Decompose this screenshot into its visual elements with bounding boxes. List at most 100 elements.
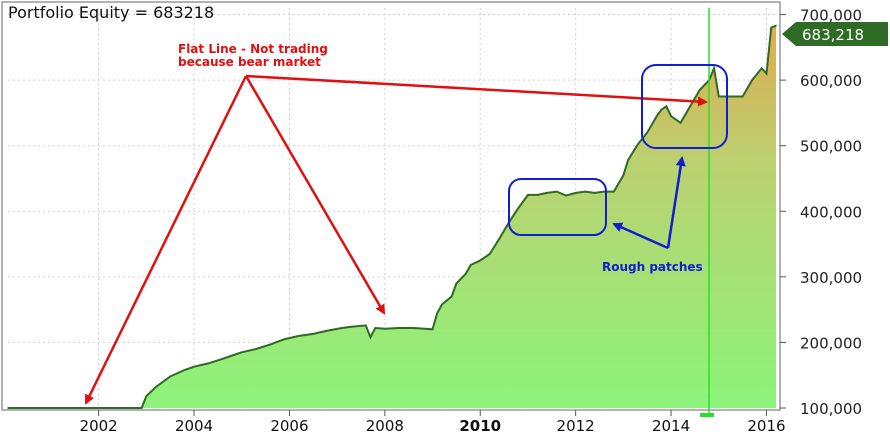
equity-point bbox=[465, 272, 467, 275]
equity-point bbox=[670, 115, 672, 117]
equity-point bbox=[603, 190, 606, 193]
equity-point bbox=[636, 143, 639, 146]
y-axis: 100,000 200,000 300,000 400,000 500,000 600,0… bbox=[780, 7, 862, 418]
equity-point bbox=[469, 264, 472, 266]
red-arrow-to-2014 bbox=[245, 74, 708, 107]
y-tick-label: 600,000 bbox=[800, 72, 862, 90]
equity-point bbox=[169, 375, 171, 378]
y-tick-label: 500,000 bbox=[800, 138, 862, 156]
red-arrow-to-2008 bbox=[244, 75, 386, 315]
equity-point bbox=[713, 67, 715, 70]
equity-point bbox=[517, 207, 520, 209]
rough-patch-box-2011 bbox=[508, 178, 607, 236]
equity-point bbox=[145, 395, 148, 398]
last-value-badge bbox=[782, 22, 888, 46]
equity-point bbox=[450, 295, 453, 298]
equity-point bbox=[140, 407, 143, 409]
equity-point bbox=[269, 343, 272, 346]
equity-point bbox=[312, 333, 315, 335]
equity-point bbox=[646, 131, 648, 134]
equity-point bbox=[622, 174, 625, 176]
annotations: Flat Line - Not trading because bear mar… bbox=[84, 42, 728, 405]
y-tick-label: 100,000 bbox=[800, 400, 862, 418]
x-tick-label: 2002 bbox=[80, 417, 118, 435]
blue-arrow-to-2011 bbox=[612, 222, 669, 250]
equity-point bbox=[183, 369, 186, 371]
equity-point bbox=[231, 354, 233, 357]
x-tick-label: 2006 bbox=[270, 417, 308, 435]
equity-point bbox=[374, 327, 377, 329]
x-tick-label: 2012 bbox=[557, 417, 595, 435]
x-tick-label: 2004 bbox=[175, 417, 213, 435]
equity-series bbox=[7, 24, 777, 409]
equity-point bbox=[689, 105, 691, 108]
equity-point bbox=[660, 108, 663, 111]
equity-point bbox=[479, 259, 482, 262]
current-date-marker-base bbox=[700, 413, 714, 417]
equity-point bbox=[221, 358, 224, 360]
equity-point bbox=[155, 386, 157, 388]
equity-point bbox=[536, 194, 539, 196]
rough-patch-box-2014 bbox=[641, 64, 728, 149]
equity-point bbox=[193, 365, 195, 368]
chart-title: Portfolio Equity = 683218 bbox=[8, 3, 214, 22]
equity-point bbox=[770, 26, 772, 29]
equity-point bbox=[584, 190, 586, 193]
equity-point bbox=[679, 122, 682, 124]
equity-point bbox=[593, 192, 596, 194]
equity-point bbox=[489, 253, 491, 255]
equity-point bbox=[527, 194, 529, 196]
equity-point bbox=[350, 325, 353, 328]
equity-point bbox=[298, 335, 300, 337]
equity-point bbox=[341, 327, 343, 329]
equity-point bbox=[412, 327, 415, 329]
equity-point bbox=[431, 328, 434, 331]
y-tick-label: 300,000 bbox=[800, 269, 862, 287]
equity-point bbox=[7, 407, 9, 409]
equity-point bbox=[326, 329, 329, 332]
equity-point bbox=[436, 312, 439, 314]
annotation-flat-line-2: because bear market bbox=[178, 55, 321, 69]
annotation-flat-line-1: Flat Line - Not trading bbox=[178, 42, 328, 56]
last-value-label: 683,218 bbox=[802, 26, 864, 44]
equity-point bbox=[718, 95, 720, 98]
equity-point bbox=[613, 190, 615, 193]
equity-point bbox=[655, 115, 658, 117]
equity-point bbox=[369, 336, 372, 339]
equity-point bbox=[441, 303, 443, 306]
x-tick-label: 2014 bbox=[652, 417, 690, 435]
red-arrow-to-2002 bbox=[84, 75, 248, 405]
equity-point bbox=[574, 192, 577, 194]
equity-point bbox=[775, 24, 777, 27]
blue-arrow-to-2014 bbox=[666, 156, 686, 249]
equity-point bbox=[665, 105, 668, 108]
equity-point bbox=[384, 327, 386, 330]
equity-point bbox=[207, 362, 210, 365]
annotation-rough-patches: Rough patches bbox=[602, 260, 703, 274]
equity-point bbox=[565, 194, 567, 197]
equity-point bbox=[555, 190, 558, 193]
equity-line bbox=[8, 24, 777, 409]
x-tick-label: 2016 bbox=[747, 417, 785, 435]
equity-point bbox=[627, 159, 629, 161]
equity-point bbox=[760, 67, 763, 70]
x-tick-label: 2008 bbox=[366, 417, 404, 435]
y-tick-label: 700,000 bbox=[800, 7, 862, 25]
equity-point bbox=[765, 72, 768, 75]
equity-point bbox=[498, 238, 501, 240]
equity-point bbox=[741, 95, 744, 98]
equity-point bbox=[240, 351, 243, 354]
y-tick-label: 400,000 bbox=[800, 203, 862, 221]
equity-point bbox=[398, 327, 401, 329]
equity-point bbox=[546, 192, 548, 194]
equity-point bbox=[455, 282, 458, 285]
equity-point bbox=[698, 89, 701, 91]
equity-point bbox=[283, 338, 286, 340]
equity-area bbox=[8, 25, 776, 408]
equity-point bbox=[365, 324, 367, 327]
x-tick-label: 2010 bbox=[459, 417, 501, 435]
equity-point bbox=[255, 348, 257, 350]
equity-point bbox=[751, 79, 753, 81]
x-axis: 2002 2004 2006 2008 2010 2012 2014 2016 bbox=[80, 410, 786, 435]
